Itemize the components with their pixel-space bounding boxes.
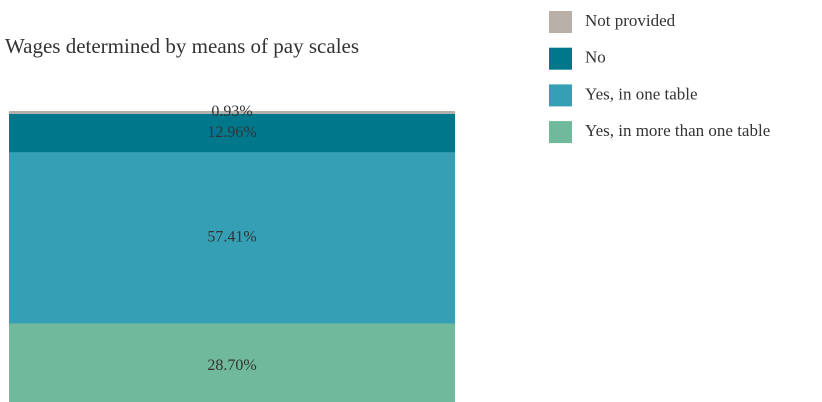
legend-swatch — [549, 121, 572, 144]
bar-segment — [9, 113, 455, 153]
legend-swatch — [549, 11, 572, 33]
legend-label: No — [585, 48, 606, 67]
bar-segment — [9, 323, 455, 402]
value-label: 57.41% — [207, 229, 256, 246]
value-label: 28.70% — [207, 357, 256, 374]
chart-title: Wages determined by means of pay scales — [5, 34, 359, 58]
bar-segment — [9, 111, 455, 114]
bar-segment — [9, 152, 455, 324]
value-label: 12.96% — [207, 124, 256, 141]
legend-label: Yes, in one table — [585, 84, 698, 103]
legend-label: Yes, in more than one table — [585, 121, 770, 140]
legend-swatch — [549, 84, 572, 107]
legend-label: Not provided — [585, 11, 676, 30]
value-label: 0.93% — [211, 103, 252, 120]
legend-swatch — [549, 47, 572, 70]
